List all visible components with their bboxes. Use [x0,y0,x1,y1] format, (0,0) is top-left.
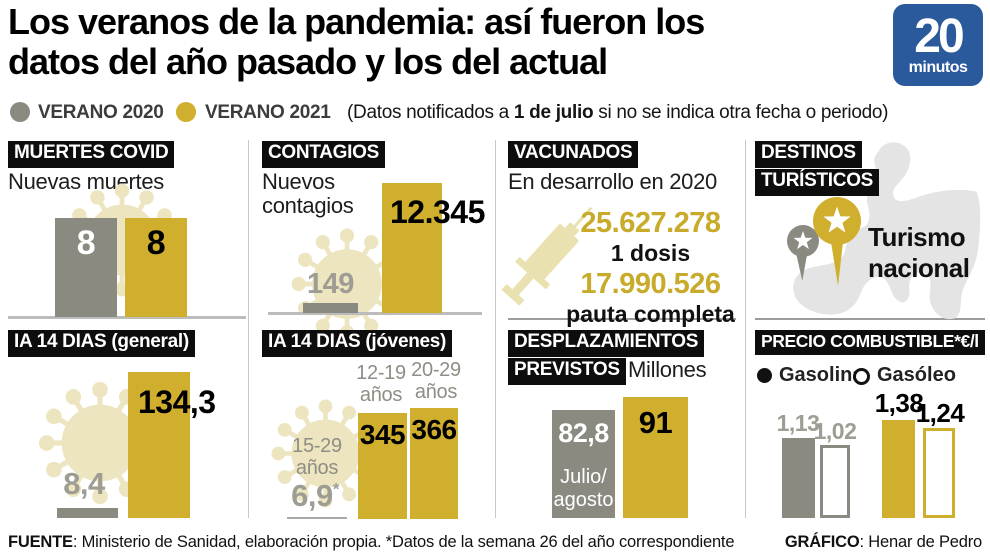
source-credit: FUENTE: Ministerio de Sanidad, elaboraci… [8,533,734,552]
combustible-bar-gasoleo-2021 [923,428,955,518]
legend-dot-2020 [10,102,30,122]
legend-dot-2021 [176,102,196,122]
brand-logo-20minutos: 20 minutos [893,4,983,86]
combustible-value-gasoleo-2020: 1,02 [813,418,857,444]
asterisk-mark: * [332,479,340,499]
ia-jovenes-value-15-29-number: 6,9 [291,478,333,513]
combustible-value-gasolina-2021: 1,38 [874,388,924,418]
muertes-axis-line [8,316,246,319]
title-line-1: Los veranos de la pandemia: así fueron l… [8,1,705,42]
vacunados-dose1-label: 1 dosis [610,240,691,267]
ia-jovenes-label-15-29: 15-29 años [292,435,342,479]
ia-jovenes-value-15-29: 6,9* [284,478,346,514]
graphic-label: GRÁFICO [784,533,860,551]
source-text: : Ministerio de Sanidad, elaboración pro… [72,533,735,551]
section-title-ia-general: IA 14 DIAS (general) [8,330,195,357]
legend-label-2021: VERANO 2021 [205,102,331,123]
contagios-bar-2021 [382,183,442,313]
section-title-muertes: MUERTES COVID [8,141,175,168]
divider-horizontal-vacunados [508,318,736,320]
destinos-title-line2: TURÍSTICOS [755,168,880,196]
gasolina-label: Gasolina [779,364,864,386]
desplazamientos-bar-2020 [552,410,615,518]
contagios-value-2020: 149 [307,268,354,300]
vacunados-full-value: 17.990.526 [580,267,721,300]
ia-general-bar-2021 [128,372,190,518]
note-post: si no se indica otra fecha o periodo) [593,102,889,123]
section-title-combustible: PRECIO COMBUSTIBLE*€/l [755,330,985,356]
header-note: (Datos notificados a 1 de julio si no se… [347,102,888,124]
note-pre: (Datos notificados a [347,102,514,123]
ia-jovenes-axis-line [287,517,347,519]
ia-jovenes-bar-20-29 [410,408,458,519]
ia-general-value-2020: 8,4 [63,466,105,501]
combustible-bar-gasoleo-2020 [820,445,850,518]
note-date: 1 de julio [513,102,594,123]
europe-map [793,142,981,320]
period-line1: Julio/ [560,466,607,488]
muertes-value-2021: 8 [146,224,166,262]
muertes-subtitle: Nuevas muertes [8,169,164,194]
graphic-text: : Henar de Pedro [859,533,983,551]
desplazamientos-title-line1: DESPLAZAMIENTOS [508,330,705,357]
muertes-bar-2020 [55,218,117,317]
desplazamientos-value-2020: 82,8 [558,418,609,448]
combustible-value-gasolina-2020: 1,13 [776,410,820,436]
vacunados-subtitle: En desarrollo en 2020 [508,169,717,194]
ia-general-value-2021: 134,3 [138,384,216,420]
logo-number: 20 [914,10,964,63]
combustible-value-gasoleo-2021: 1,24 [915,398,965,428]
desplazamientos-period: Julio/ agosto [552,466,615,512]
combustible-bar-gasolina-2020 [782,438,815,518]
contagios-subtitle: Nuevos contagios [262,169,354,219]
muertes-bar-2021 [125,218,187,317]
destinos-title-line1: DESTINOS [755,141,862,168]
period-line2: agosto [553,489,614,511]
contagios-value-2021: 12.345 [390,194,485,230]
muertes-value-2020: 8 [76,224,96,262]
divider-vertical-3 [745,140,746,518]
vacunados-figures: 25.627.278 1 dosis 17.990.526 pauta comp… [558,207,743,328]
gasoleo-ring-icon [853,368,870,385]
divider-vertical-1 [248,140,249,518]
gasoleo-label: Gasóleo [877,364,956,386]
ia-jovenes-label-12-19: 12-19 años [356,362,406,406]
contagios-bar-2020 [303,303,358,313]
divider-horizontal-destinos [755,318,985,320]
section-title-ia-jovenes: IA 14 DIAS (jóvenes) [262,330,453,357]
desplazamientos-value-2021: 91 [638,405,673,440]
graphic-credit: GRÁFICO: Henar de Pedro [785,533,982,552]
vacunados-dose1-value: 25.627.278 [580,207,721,239]
divider-vertical-2 [495,140,496,518]
vacunados-full-label: pauta completa [566,301,735,328]
syringe-icon [501,206,593,306]
desplazamientos-bar-2021 [623,397,688,518]
legend-label-2020: VERANO 2020 [38,102,164,123]
map-pin-2020-icon [787,225,819,282]
combustible-bar-gasolina-2021 [882,420,915,518]
map-pin-2021-icon [813,197,861,286]
section-title-desplazamientos: DESPLAZAMIENTOS PREVISTOS [508,330,705,385]
gasolina-dot-icon [757,368,772,383]
title-line-2: datos del año pasado y los del actual [8,41,608,83]
destinos-text: Turismo nacional [868,222,970,284]
desplazamientos-unit: Millones [628,357,707,382]
page-title: Los veranos de la pandemia: así fueron l… [8,1,705,83]
section-title-contagios: CONTAGIOS [262,141,385,168]
ia-general-bar-2020 [57,508,118,518]
ia-jovenes-label-20-29: 20-29 años [411,359,461,403]
desplazamientos-title-line2: PREVISTOS [508,357,626,385]
section-title-vacunados: VACUNADOS [508,141,639,168]
contagios-axis-line [268,312,482,315]
section-title-destinos: DESTINOS TURÍSTICOS [755,141,880,196]
source-label: FUENTE [8,533,73,551]
ia-jovenes-bar-12-19 [358,413,407,519]
ia-jovenes-value-12-19: 345 [359,419,406,450]
logo-word: minutos [908,59,968,76]
ia-jovenes-value-20-29: 366 [411,414,457,445]
